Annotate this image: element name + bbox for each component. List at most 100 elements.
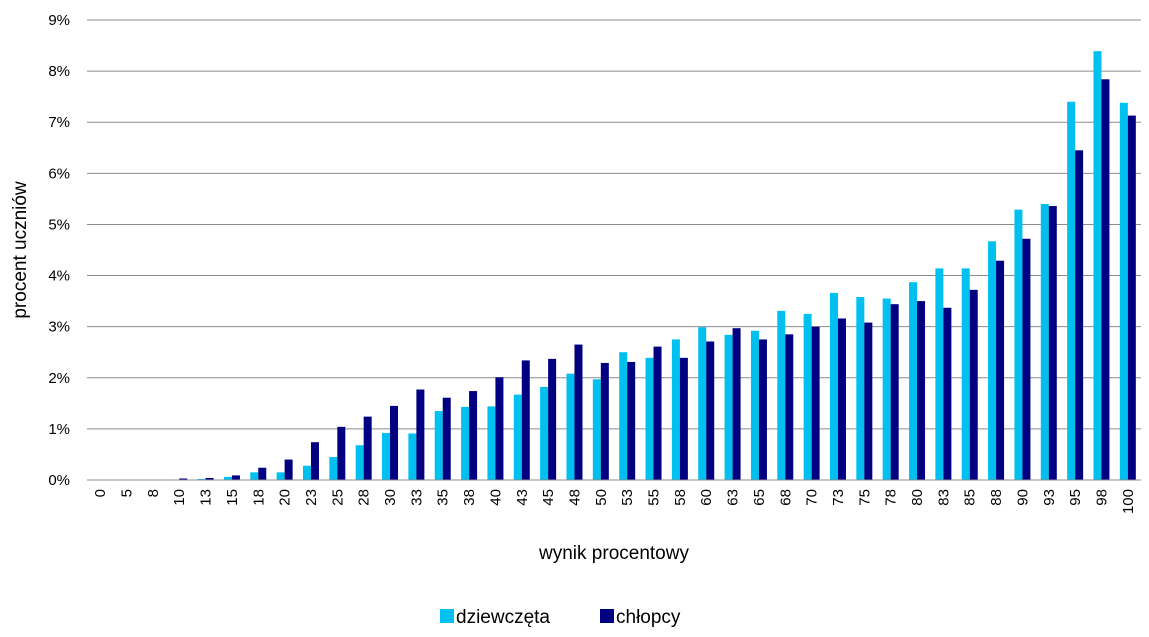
- bar: [548, 358, 557, 480]
- y-axis-title: procent uczniów: [10, 181, 31, 319]
- x-tick-label: 15: [224, 489, 241, 506]
- x-tick-label: 0: [92, 489, 109, 497]
- bar: [495, 377, 504, 480]
- x-tick-label: 5: [119, 489, 136, 497]
- y-tick-label: 1%: [48, 421, 70, 438]
- y-tick-label: 4%: [48, 268, 70, 285]
- bar: [706, 341, 715, 480]
- x-tick-labels: 0 5 8 10 13 15 18 20 23 25 28 30 33 35 38 40 43 45 48 50 53 5…: [92, 489, 1137, 514]
- bar: [521, 360, 530, 480]
- legend-swatch-dziewczeta: [440, 609, 454, 623]
- x-tick-label: 23: [303, 489, 320, 506]
- bar: [698, 327, 707, 480]
- x-tick-label: 40: [487, 489, 504, 506]
- bar: [996, 260, 1005, 480]
- x-tick-label: 8: [145, 489, 162, 497]
- y-tick-label: 6%: [48, 165, 70, 182]
- y-tick-label: 7%: [48, 114, 70, 131]
- bar: [811, 326, 820, 480]
- bar: [653, 346, 662, 480]
- y-tick-labels: 0% 1% 2% 3% 4% 5% 6% 7% 8% 9%: [48, 12, 70, 489]
- x-tick-label: 13: [198, 489, 215, 506]
- bar: [513, 394, 522, 480]
- bar: [574, 344, 583, 480]
- x-tick-label: 10: [171, 489, 188, 506]
- y-tick-label: 2%: [48, 370, 70, 387]
- bar: [758, 339, 767, 480]
- x-tick-label: 58: [672, 489, 689, 506]
- x-tick-label: 30: [382, 489, 399, 506]
- bar: [829, 292, 838, 480]
- bar: [961, 268, 970, 480]
- bar: [943, 307, 952, 480]
- bar: [179, 478, 188, 480]
- bar: [1119, 102, 1128, 481]
- bar: [890, 304, 899, 480]
- bar: [1022, 238, 1031, 480]
- bar: [785, 334, 794, 480]
- bar: [627, 361, 636, 480]
- bar: [337, 426, 346, 480]
- bar: [231, 475, 240, 480]
- x-tick-label: 85: [962, 489, 979, 506]
- x-tick-label: 18: [250, 489, 267, 506]
- bar: [988, 241, 997, 480]
- bar: [390, 405, 399, 480]
- x-tick-label: 33: [408, 489, 425, 506]
- bar: [329, 457, 338, 480]
- bar: [302, 465, 311, 480]
- x-tick-label: 25: [329, 489, 346, 506]
- bar: [258, 467, 267, 480]
- x-tick-label: 73: [830, 489, 847, 506]
- bar: [645, 357, 654, 480]
- bar: [434, 411, 443, 480]
- x-tick-label: 35: [435, 489, 452, 506]
- x-tick-label: 70: [804, 489, 821, 506]
- bar: [461, 406, 470, 480]
- x-tick-label: 78: [883, 489, 900, 506]
- bar: [1040, 204, 1049, 480]
- x-tick-label: 93: [1041, 489, 1058, 506]
- bar: [197, 478, 206, 480]
- bar: [864, 322, 873, 480]
- x-tick-label: 90: [1014, 489, 1031, 506]
- y-tick-label: 3%: [48, 319, 70, 336]
- bar: [363, 416, 372, 480]
- bar: [408, 433, 417, 480]
- bar: [679, 357, 688, 480]
- bar: [223, 476, 232, 480]
- x-tick-label: 48: [566, 489, 583, 506]
- bar: [310, 442, 319, 480]
- bar: [750, 330, 759, 480]
- bar: [882, 298, 891, 480]
- bar: [856, 297, 865, 480]
- x-tick-label: 75: [856, 489, 873, 506]
- bar: [382, 432, 391, 480]
- bar: [935, 268, 944, 480]
- bar: [1067, 101, 1076, 480]
- bar: [969, 289, 978, 480]
- bar: [250, 472, 259, 480]
- y-tick-label: 0%: [48, 472, 70, 489]
- bar: [803, 313, 812, 480]
- bar: [487, 406, 496, 480]
- y-tick-label: 8%: [48, 63, 70, 80]
- bar: [1014, 209, 1023, 480]
- legend-swatch-chlopcy: [600, 609, 614, 623]
- bar: [355, 445, 364, 480]
- x-tick-label: 80: [909, 489, 926, 506]
- bar: [1093, 51, 1102, 481]
- bar: [1048, 206, 1057, 481]
- bar: [469, 391, 478, 480]
- bar: [1075, 150, 1084, 480]
- x-axis-title: wynik procentowy: [538, 543, 689, 564]
- bar: [540, 386, 549, 480]
- x-tick-label: 95: [1067, 489, 1084, 506]
- x-tick-label: 98: [1093, 489, 1110, 506]
- y-tick-label: 9%: [48, 12, 70, 29]
- x-tick-label: 53: [619, 489, 636, 506]
- x-tick-label: 60: [698, 489, 715, 506]
- x-tick-label: 68: [777, 489, 794, 506]
- bar: [724, 334, 733, 480]
